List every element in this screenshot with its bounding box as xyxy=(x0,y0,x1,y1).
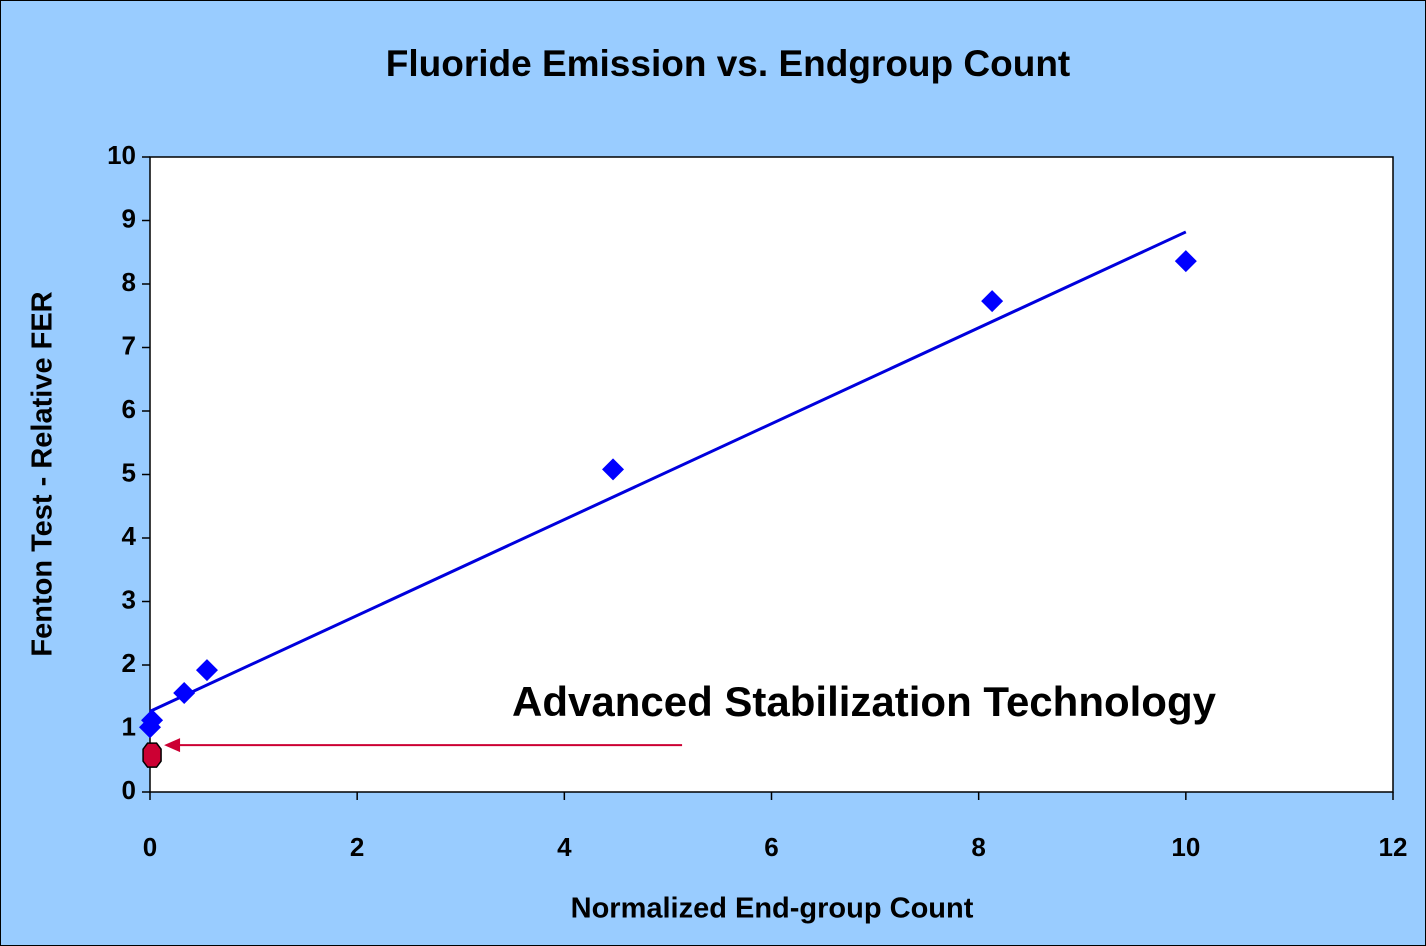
x-tick-label: 4 xyxy=(557,832,572,862)
data-point xyxy=(981,290,1004,313)
y-tick-label: 8 xyxy=(122,267,136,297)
data-point xyxy=(195,659,218,682)
x-tick-label: 8 xyxy=(971,832,985,862)
arrow-head xyxy=(164,738,181,753)
x-tick-label: 0 xyxy=(143,832,157,862)
data-point xyxy=(602,458,625,481)
y-tick-label: 1 xyxy=(122,711,136,741)
y-tick-label: 2 xyxy=(122,648,136,678)
y-tick-label: 6 xyxy=(122,394,136,424)
x-tick-label: 2 xyxy=(350,832,364,862)
annotation: Advanced Stabilization Technology xyxy=(512,678,1217,725)
y-axis-label: Fenton Test - Relative FER xyxy=(27,291,59,656)
chart-title: Fluoride Emission vs. Endgroup Count xyxy=(386,43,1071,84)
y-tick-label: 5 xyxy=(122,457,136,487)
y-tick-label: 7 xyxy=(122,330,136,360)
y-tick-label: 0 xyxy=(122,775,136,805)
y-tick-label: 9 xyxy=(122,203,136,233)
trendline xyxy=(149,230,1187,713)
y-tick-label: 10 xyxy=(107,140,136,170)
x-axis-label: Normalized End-group Count xyxy=(571,893,974,925)
y-tick-label: 4 xyxy=(122,521,137,551)
y-tick-label: 3 xyxy=(122,584,136,614)
x-tick-label: 10 xyxy=(1171,832,1200,862)
highlight-point xyxy=(142,742,162,768)
data-point xyxy=(173,681,196,704)
x-tick-label: 6 xyxy=(764,832,778,862)
x-tick-label: 12 xyxy=(1379,832,1408,862)
data-point xyxy=(1174,250,1197,273)
data-point xyxy=(141,709,164,732)
